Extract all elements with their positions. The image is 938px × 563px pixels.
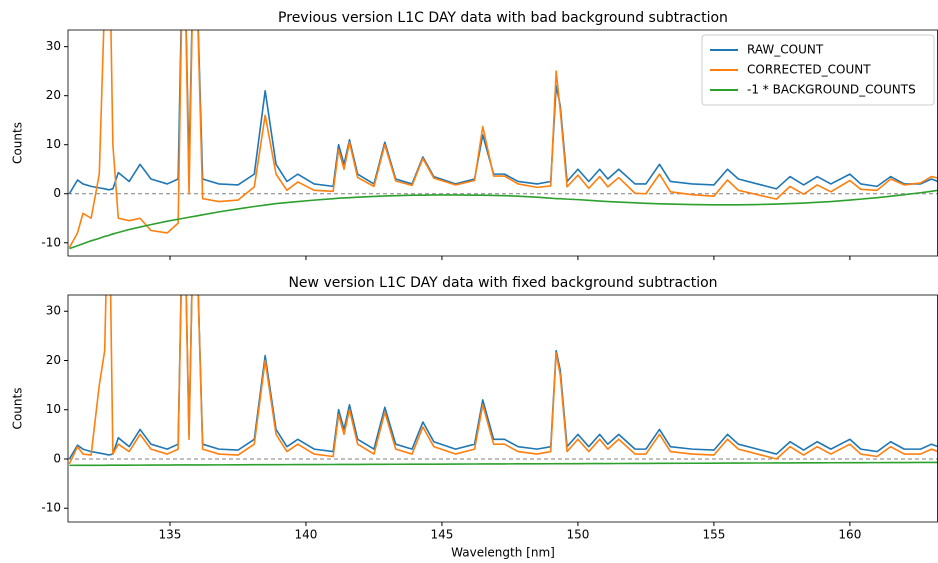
series-line xyxy=(69,189,938,250)
y-tick-label: 10 xyxy=(46,402,61,416)
y-tick-label: 0 xyxy=(53,186,61,200)
series-line xyxy=(68,295,938,460)
y-tick-label: 20 xyxy=(46,353,61,367)
y-axis-label: Counts xyxy=(11,388,25,430)
legend-box xyxy=(701,34,935,106)
y-tick-label: 10 xyxy=(46,137,61,151)
plot-area xyxy=(68,30,938,250)
y-tick-label: -10 xyxy=(41,501,61,515)
y-tick-label: 0 xyxy=(53,451,61,465)
chart-title: New version L1C DAY data with fixed back… xyxy=(288,275,717,291)
x-tick-label: 135 xyxy=(159,528,182,542)
series-line xyxy=(68,295,938,465)
x-tick-label: 155 xyxy=(702,528,725,542)
y-tick-label: 20 xyxy=(46,88,61,102)
x-axis-label: Wavelength [nm] xyxy=(451,546,555,560)
chart-title: Previous version L1C DAY data with bad b… xyxy=(278,10,728,26)
legend-label: CORRECTED_COUNT xyxy=(747,63,871,77)
legend-label: RAW_COUNT xyxy=(747,43,824,57)
y-axis-label: Counts xyxy=(11,122,25,164)
x-tick-label: 160 xyxy=(838,528,861,542)
y-tick-label: 30 xyxy=(46,304,61,318)
x-tick-label: 145 xyxy=(430,528,453,542)
x-tick-label: 150 xyxy=(566,528,589,542)
x-tick-label: 140 xyxy=(295,528,318,542)
series-line xyxy=(68,30,938,249)
legend-label: -1 * BACKGROUND_COUNTS xyxy=(747,83,916,97)
series-line xyxy=(69,461,938,467)
y-tick-label: -10 xyxy=(41,235,61,249)
plot-area xyxy=(68,295,938,467)
y-tick-label: 30 xyxy=(46,39,61,53)
series-line xyxy=(68,30,938,195)
